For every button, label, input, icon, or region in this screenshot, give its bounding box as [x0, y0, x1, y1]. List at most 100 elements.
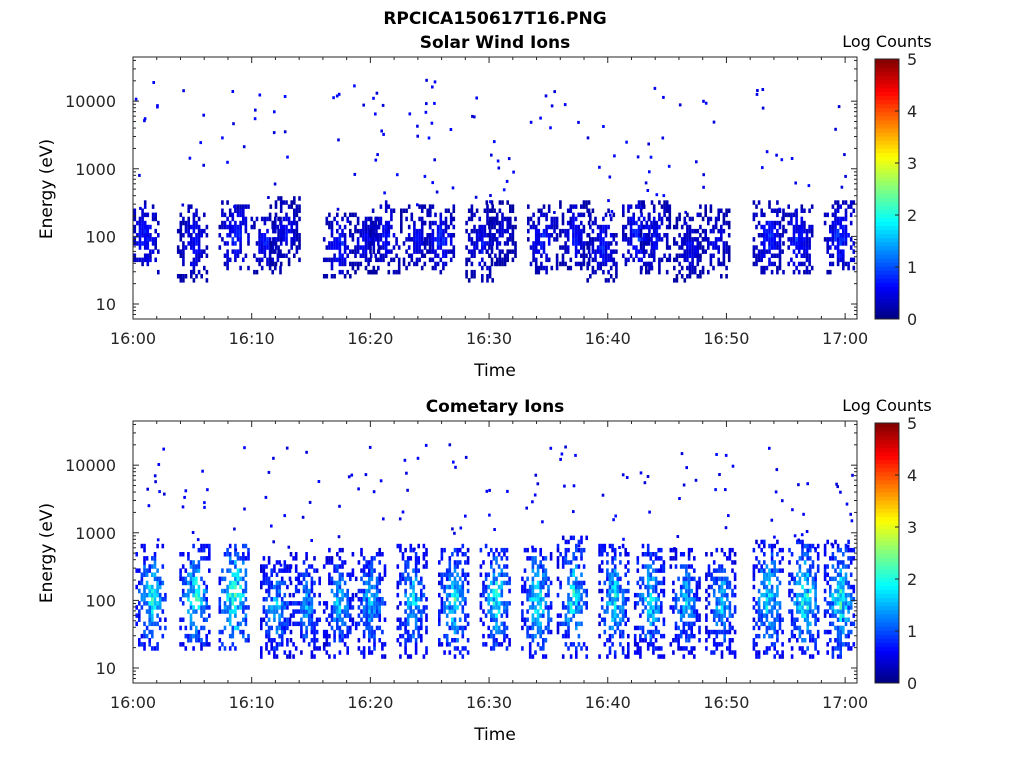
heatmap-cell	[803, 560, 807, 565]
heatmap-cell	[182, 261, 185, 267]
heatmap-cell	[378, 580, 381, 586]
heatmap-cell	[652, 621, 655, 627]
heatmap-cell	[239, 592, 242, 598]
heatmap-cell	[451, 592, 454, 598]
heatmap-cell	[253, 269, 256, 275]
heatmap-cell	[392, 233, 396, 238]
heatmap-cell	[362, 650, 366, 655]
heatmap-cell	[482, 588, 485, 594]
heatmap-cell	[577, 584, 581, 590]
heatmap-cell	[330, 625, 334, 631]
heatmap-cell	[782, 212, 785, 218]
heatmap-cell	[773, 621, 776, 627]
heatmap-cell	[575, 609, 578, 614]
heatmap-cell	[685, 601, 688, 606]
heatmap-cell	[561, 220, 565, 226]
heatmap-cell	[810, 204, 814, 209]
heatmap-cell	[349, 601, 352, 606]
heatmap-cell	[280, 638, 284, 643]
heatmap-cell	[195, 253, 198, 258]
heatmap-cell	[790, 629, 794, 635]
heatmap-cell	[717, 245, 720, 250]
colorbar-segment	[875, 124, 899, 129]
heatmap-cell	[333, 633, 336, 639]
heatmap-cell	[322, 237, 326, 242]
heatmap-cell	[313, 609, 316, 614]
heatmap-cell	[795, 253, 798, 258]
heatmap-cell	[429, 241, 432, 246]
heatmap-cell	[239, 237, 242, 242]
heatmap-cell	[624, 547, 627, 553]
heatmap-cell	[368, 605, 371, 610]
heatmap-cell	[272, 237, 275, 242]
x-tick-label: 16:40	[585, 329, 631, 348]
heatmap-cell	[234, 576, 237, 582]
heatmap-cell	[274, 245, 278, 250]
heatmap-cell	[406, 613, 410, 618]
heatmap-cell	[265, 597, 268, 602]
heatmap-cell	[336, 588, 339, 594]
heatmap-cell	[138, 568, 141, 573]
heatmap-cell	[187, 241, 190, 246]
heatmap-cell	[298, 241, 301, 246]
heatmap-cell	[298, 196, 301, 201]
heatmap-cell	[143, 621, 146, 627]
heatmap-cell	[624, 601, 627, 606]
heatmap-cell	[315, 568, 319, 573]
heatmap-cell	[202, 113, 205, 117]
heatmap-cell	[760, 609, 763, 614]
heatmap-cell	[793, 601, 796, 606]
heatmap-cell	[660, 646, 663, 651]
heatmap-cell	[289, 638, 293, 643]
heatmap-cell	[687, 605, 691, 610]
heatmap-cell	[310, 629, 314, 635]
heatmap-cell	[667, 164, 671, 168]
heatmap-cell	[417, 629, 420, 635]
heatmap-cell	[379, 479, 383, 483]
heatmap-cell	[572, 204, 575, 209]
heatmap-cell	[705, 572, 708, 577]
heatmap-cell	[351, 621, 355, 627]
heatmap-cell	[271, 257, 274, 263]
heatmap-cell	[179, 228, 183, 234]
heatmap-cell	[382, 241, 385, 246]
heatmap-cell	[371, 269, 375, 275]
heatmap-cell	[687, 547, 691, 553]
heatmap-cell	[336, 584, 339, 590]
heatmap-cell	[179, 220, 183, 226]
heatmap-cell	[834, 245, 837, 250]
x-tick-label: 16:10	[229, 329, 275, 348]
heatmap-cell	[801, 597, 804, 602]
heatmap-cell	[272, 228, 275, 234]
heatmap-cell	[426, 237, 429, 242]
heatmap-cell	[336, 597, 339, 602]
heatmap-cell	[834, 200, 837, 205]
heatmap-cell	[203, 501, 206, 505]
heatmap-cell	[262, 617, 266, 622]
heatmap-cell	[346, 253, 349, 258]
heatmap-cell	[475, 245, 479, 250]
heatmap-cell	[537, 249, 541, 254]
heatmap-cell	[293, 241, 296, 246]
heatmap-cell	[696, 213, 700, 217]
heatmap-cell	[362, 588, 366, 594]
heatmap-cell	[273, 638, 276, 643]
heatmap-cell	[272, 241, 275, 246]
heatmap-cell	[800, 253, 804, 258]
heatmap-cell	[375, 580, 379, 586]
heatmap-cell	[368, 613, 371, 618]
heatmap-cell	[778, 208, 782, 213]
heatmap-cell	[547, 241, 551, 246]
heatmap-cell	[310, 539, 313, 542]
heatmap-cell	[302, 621, 306, 627]
heatmap-cell	[322, 633, 326, 639]
heatmap-cell	[646, 613, 650, 618]
heatmap-cell	[717, 261, 720, 267]
heatmap-cell	[202, 625, 206, 631]
heatmap-cell	[803, 601, 807, 606]
colorbar-segment	[875, 71, 899, 76]
heatmap-cell	[559, 228, 562, 234]
heatmap-cell	[315, 638, 319, 643]
heatmap-cell	[418, 216, 421, 222]
heatmap-cell	[642, 245, 645, 250]
